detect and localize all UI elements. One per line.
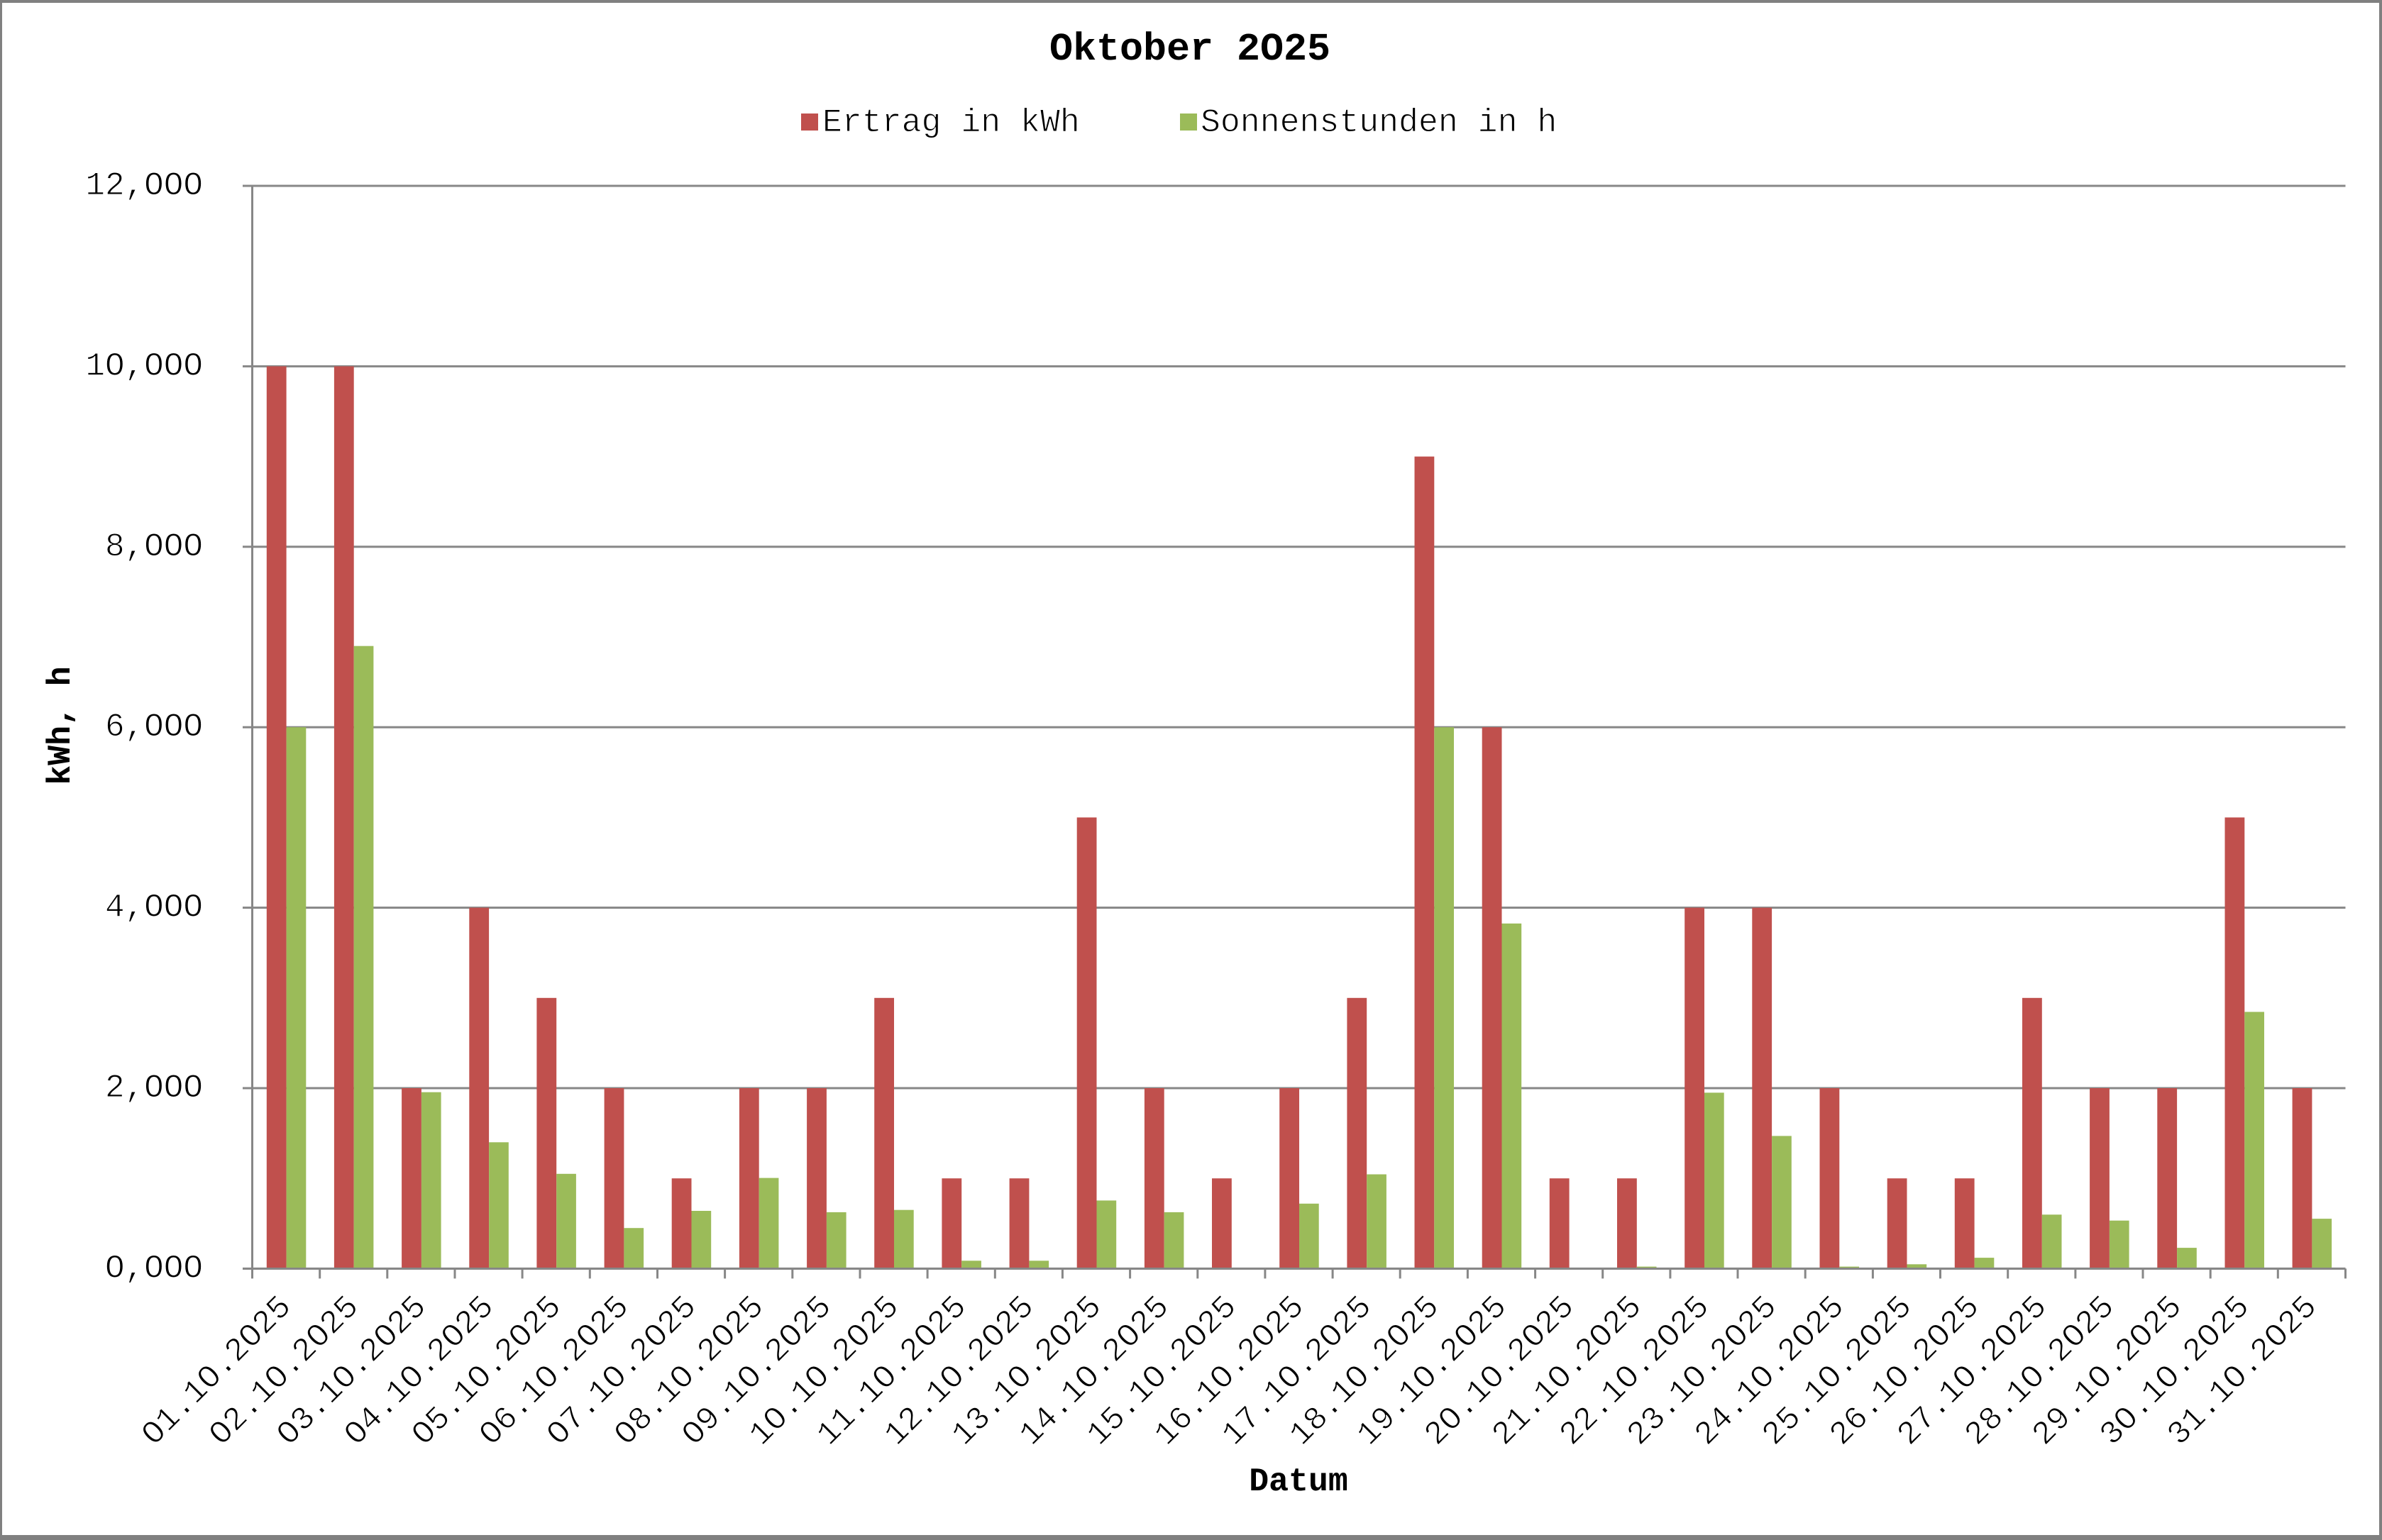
- svg-text:1O,OOO: 1O,OOO: [85, 348, 203, 384]
- svg-text:2,OOO: 2,OOO: [105, 1070, 203, 1107]
- svg-text:Sonnenstunden in h: Sonnenstunden in h: [1201, 104, 1557, 141]
- svg-text:12,OOO: 12,OOO: [85, 167, 203, 204]
- svg-text:O,OOO: O,OOO: [105, 1250, 203, 1287]
- svg-text:6,OOO: 6,OOO: [105, 709, 203, 746]
- svg-text:4,OOO: 4,OOO: [105, 890, 203, 926]
- svg-text:kWh, h: kWh, h: [42, 666, 79, 785]
- svg-text:Ertrag in kWh: Ertrag in kWh: [822, 104, 1080, 141]
- svg-text:Datum: Datum: [1249, 1463, 1348, 1500]
- svg-text:8,OOO: 8,OOO: [105, 528, 203, 565]
- svg-text:Oktober 2O25: Oktober 2O25: [1049, 27, 1330, 72]
